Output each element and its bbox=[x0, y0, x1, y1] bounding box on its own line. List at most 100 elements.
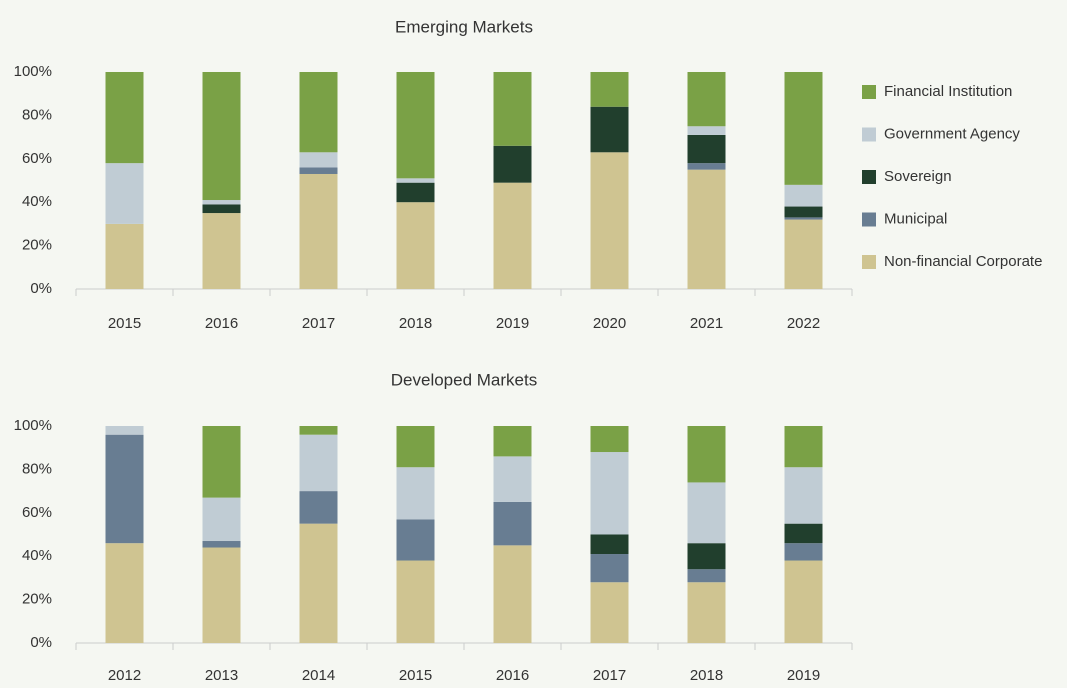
bar-segment bbox=[202, 200, 241, 205]
bar-segment bbox=[687, 126, 726, 135]
x-tick-label: 2012 bbox=[108, 667, 141, 684]
bar-segment bbox=[687, 582, 726, 643]
bar-segment bbox=[784, 543, 823, 561]
bar-segment bbox=[202, 213, 241, 289]
bar-segment bbox=[784, 184, 823, 207]
y-tick-label: 40% bbox=[22, 547, 52, 564]
x-tick-label: 2018 bbox=[690, 667, 723, 684]
bar-segment bbox=[396, 202, 435, 289]
bar-segment bbox=[396, 467, 435, 520]
bar-segment bbox=[299, 426, 338, 435]
chart-title: Emerging Markets bbox=[395, 17, 533, 36]
bar-segment bbox=[299, 167, 338, 174]
bar-segment bbox=[299, 72, 338, 153]
y-tick-label: 80% bbox=[22, 106, 52, 123]
y-tick-label: 80% bbox=[22, 460, 52, 477]
chart-title: Developed Markets bbox=[391, 370, 537, 389]
bar-segment bbox=[590, 426, 629, 453]
bar-segment bbox=[105, 163, 144, 224]
bar-segment bbox=[299, 434, 338, 492]
y-tick-label: 100% bbox=[14, 63, 52, 80]
bar-segment bbox=[493, 426, 532, 457]
bar-segment bbox=[396, 182, 435, 203]
legend-swatch bbox=[862, 170, 876, 184]
bar-segment bbox=[396, 178, 435, 183]
legend-label: Financial Institution bbox=[884, 83, 1012, 100]
bar-segment bbox=[396, 519, 435, 561]
bar-segment bbox=[784, 206, 823, 218]
bar-segment bbox=[493, 501, 532, 546]
bar-segment bbox=[590, 106, 629, 153]
legend-swatch bbox=[862, 212, 876, 227]
bar-segment bbox=[299, 491, 338, 524]
legend-label: Non-financial Corporate bbox=[884, 253, 1042, 270]
x-tick-label: 2015 bbox=[399, 667, 432, 684]
bar-segment bbox=[687, 543, 726, 570]
y-tick-label: 0% bbox=[30, 634, 52, 651]
bar-segment bbox=[687, 163, 726, 170]
bar-segment bbox=[105, 426, 144, 435]
legend-label: Government Agency bbox=[884, 125, 1020, 142]
x-tick-label: 2019 bbox=[496, 315, 529, 332]
bar-segment bbox=[299, 152, 338, 168]
bar-segment bbox=[202, 72, 241, 201]
bar-segment bbox=[202, 497, 241, 542]
bar-segment bbox=[105, 434, 144, 544]
x-tick-label: 2013 bbox=[205, 667, 238, 684]
bar-segment bbox=[105, 223, 144, 289]
x-tick-label: 2016 bbox=[496, 667, 529, 684]
bar-segment bbox=[493, 72, 532, 146]
bar-segment bbox=[590, 72, 629, 107]
bar-segment bbox=[493, 182, 532, 289]
y-tick-label: 20% bbox=[22, 237, 52, 254]
bar-segment bbox=[687, 169, 726, 289]
bar-segment bbox=[784, 426, 823, 468]
bar-segment bbox=[784, 72, 823, 185]
x-tick-label: 2014 bbox=[302, 667, 335, 684]
x-tick-label: 2015 bbox=[108, 315, 141, 332]
bar-segment bbox=[202, 426, 241, 498]
x-tick-label: 2022 bbox=[787, 315, 820, 332]
legend-label: Municipal bbox=[884, 210, 947, 227]
y-tick-label: 100% bbox=[14, 417, 52, 434]
bar-segment bbox=[202, 547, 241, 643]
x-tick-label: 2017 bbox=[593, 667, 626, 684]
legend-swatch bbox=[862, 255, 876, 269]
legend-swatch bbox=[862, 127, 876, 142]
bar-segment bbox=[493, 545, 532, 643]
y-tick-label: 60% bbox=[22, 504, 52, 521]
y-tick-label: 40% bbox=[22, 193, 52, 210]
legend-swatch bbox=[862, 85, 876, 99]
x-tick-label: 2018 bbox=[399, 315, 432, 332]
x-tick-label: 2017 bbox=[302, 315, 335, 332]
bar-segment bbox=[784, 560, 823, 643]
bar-segment bbox=[202, 541, 241, 548]
x-tick-label: 2019 bbox=[787, 667, 820, 684]
bar-segment bbox=[784, 467, 823, 524]
y-tick-label: 20% bbox=[22, 591, 52, 608]
bar-segment bbox=[299, 523, 338, 643]
bar-segment bbox=[590, 152, 629, 289]
bar-segment bbox=[687, 482, 726, 544]
bar-segment bbox=[299, 173, 338, 289]
bar-segment bbox=[105, 72, 144, 164]
bar-segment bbox=[396, 426, 435, 468]
bar-segment bbox=[590, 534, 629, 555]
bar-segment bbox=[105, 543, 144, 643]
x-tick-label: 2020 bbox=[593, 315, 626, 332]
bar-segment bbox=[687, 134, 726, 164]
x-tick-label: 2016 bbox=[205, 315, 238, 332]
bar-segment bbox=[784, 217, 823, 220]
x-tick-label: 2021 bbox=[690, 315, 723, 332]
bar-segment bbox=[396, 560, 435, 643]
bar-segment bbox=[590, 554, 629, 583]
bar-segment bbox=[493, 145, 532, 183]
legend-label: Sovereign bbox=[884, 168, 952, 185]
bar-segment bbox=[396, 72, 435, 179]
bar-segment bbox=[590, 452, 629, 535]
y-tick-label: 0% bbox=[30, 280, 52, 297]
y-tick-label: 60% bbox=[22, 150, 52, 167]
bar-segment bbox=[687, 426, 726, 483]
bar-segment bbox=[590, 582, 629, 643]
